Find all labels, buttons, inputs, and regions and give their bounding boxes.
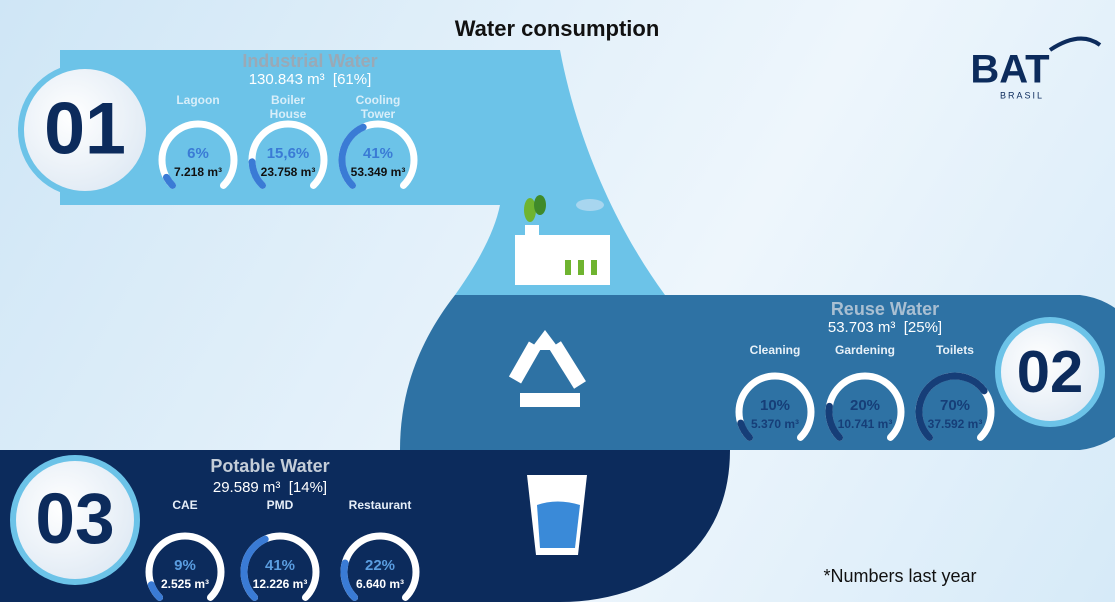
glass-icon: [527, 475, 587, 555]
gauge-track: [735, 372, 815, 441]
gauge-label: Cleaning: [749, 343, 801, 357]
gauge-percent: 9%: [174, 557, 196, 574]
gauge-amount: 2.525 m³: [161, 577, 209, 591]
gauge-amount: 23.758 m³: [261, 165, 316, 179]
logo-sub: BRASIL: [1000, 90, 1044, 100]
industrial-band: [60, 50, 665, 295]
gauge-value: [825, 402, 844, 441]
section-total: 29.589 m³ [14%]: [213, 479, 327, 496]
section-name: Potable Water: [210, 456, 329, 476]
reuse-band: [400, 295, 1115, 450]
gauge-value: [162, 173, 177, 189]
section-badge: [18, 63, 152, 197]
gauge-amount: 12.226 m³: [253, 577, 308, 591]
section-badge: [10, 455, 140, 585]
gauge-percent: 15,6%: [267, 145, 310, 162]
gauge-label: Lagoon: [176, 93, 220, 107]
gauge-label: Restaurant: [348, 498, 412, 512]
gauge-value: [147, 581, 164, 601]
gauge-amount: 53.349 m³: [351, 165, 406, 179]
gauge-value: [340, 559, 359, 601]
section-badge: [995, 317, 1105, 427]
title: Water consumption: [455, 16, 660, 41]
gauge-value: [915, 372, 988, 441]
section-total: 130.843 m³ [61%]: [249, 71, 372, 88]
gauge-label: PMD: [266, 498, 294, 512]
gauge-amount: 37.592 m³: [928, 417, 983, 431]
section-total: 53.703 m³ [25%]: [828, 319, 942, 336]
gauge-percent: 6%: [187, 145, 209, 162]
footnote: *Numbers last year: [823, 566, 976, 586]
section-name: Reuse Water: [831, 299, 939, 319]
section-number: 03: [35, 479, 114, 559]
factory-icon: [515, 195, 610, 285]
gauge-track: [145, 532, 225, 601]
gauge-percent: 41%: [363, 145, 393, 162]
gauge-label: CAE: [172, 498, 198, 512]
gauge-label: Gardening: [834, 343, 895, 357]
gauge-percent: 22%: [365, 557, 395, 574]
section-number: 01: [44, 86, 126, 169]
gauge-percent: 20%: [850, 397, 880, 414]
gauge-value: [248, 158, 267, 189]
gauge-amount: 7.218 m³: [174, 165, 222, 179]
section-number: 02: [1017, 338, 1084, 405]
gauge-track: [158, 120, 238, 189]
gauge-value: [737, 419, 754, 441]
gauge-percent: 10%: [760, 397, 790, 414]
gauge-value: [240, 535, 269, 601]
gauge-amount: 5.370 m³: [751, 417, 799, 431]
gauge-amount: 6.640 m³: [356, 577, 404, 591]
gauge-percent: 70%: [940, 397, 970, 414]
gauge-percent: 41%: [265, 557, 295, 574]
section-name: Industrial Water: [242, 51, 377, 71]
gauge-amount: 10.741 m³: [838, 417, 893, 431]
logo: BAT: [970, 48, 1049, 92]
gauge-value: [338, 123, 367, 189]
gauge-label: Cooling Tower: [355, 93, 401, 121]
gauge-label: Toilets: [936, 343, 974, 357]
logo-swoosh: [1048, 36, 1102, 52]
recycle-icon: [508, 330, 586, 407]
gauge-label: Boiler House: [269, 93, 307, 121]
